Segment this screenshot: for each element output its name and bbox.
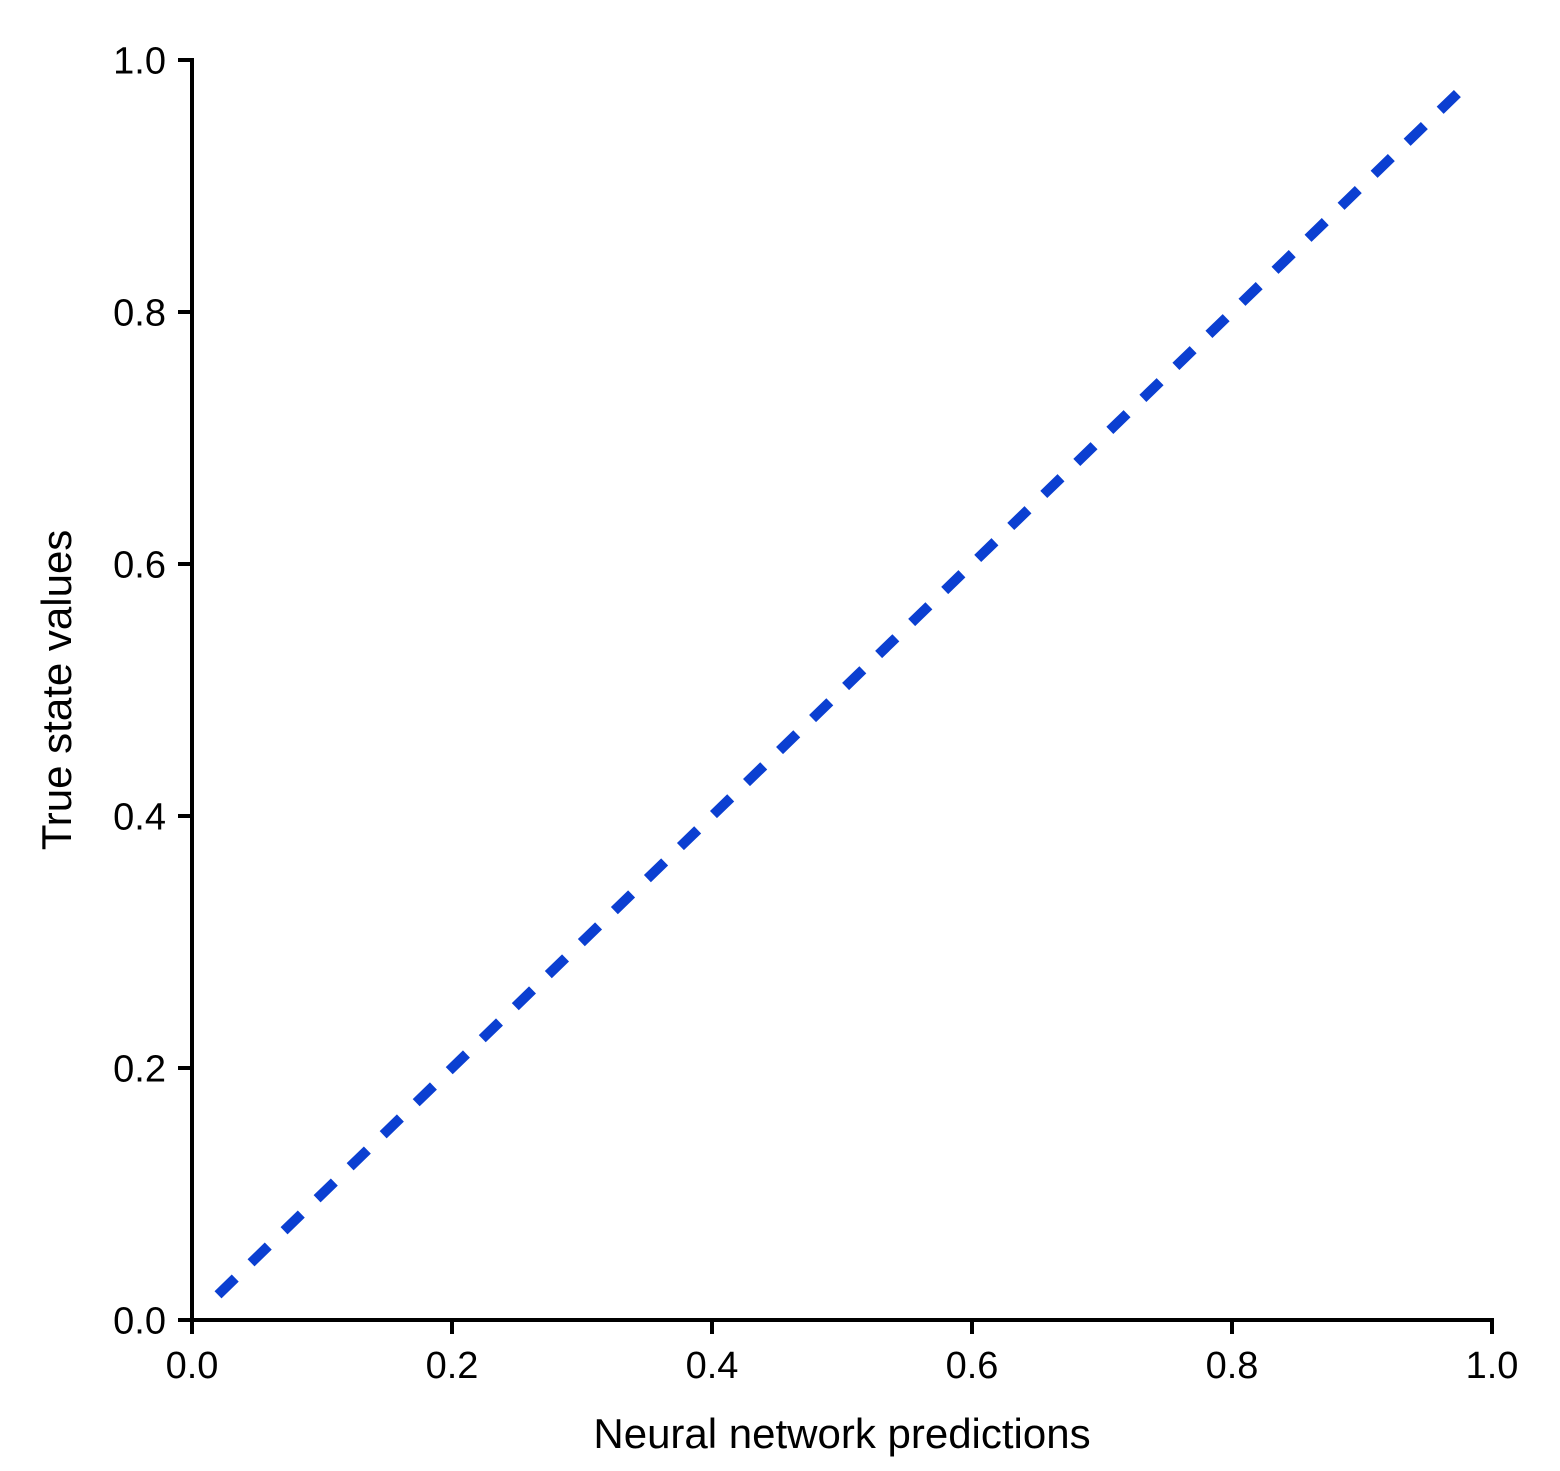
x-tick-label: 0.2	[426, 1345, 479, 1387]
y-axis-label: True state values	[33, 530, 80, 851]
x-tick-label: 1.0	[1466, 1345, 1519, 1387]
y-tick-label: 0.8	[113, 292, 166, 334]
x-tick-label: 0.8	[1206, 1345, 1259, 1387]
y-tick-label: 1.0	[113, 40, 166, 82]
chart-background	[0, 0, 1560, 1471]
y-tick-label: 0.0	[113, 1300, 166, 1342]
x-tick-label: 0.6	[946, 1345, 999, 1387]
chart-container: 0.0 0.2 0.4 0.6 0.8 1.0 0.0 0.2 0.4 0.6 0.8 1.0 Neur…	[0, 0, 1560, 1471]
chart-svg: 0.0 0.2 0.4 0.6 0.8 1.0 0.0 0.2 0.4 0.6 0.8 1.0 Neur…	[0, 0, 1560, 1471]
x-tick-label: 0.4	[686, 1345, 739, 1387]
x-axis-label: Neural network predictions	[593, 1410, 1090, 1457]
y-tick-label: 0.4	[113, 796, 166, 838]
y-tick-label: 0.2	[113, 1048, 166, 1090]
y-tick-label: 0.6	[113, 544, 166, 586]
x-tick-label: 0.0	[166, 1345, 219, 1387]
